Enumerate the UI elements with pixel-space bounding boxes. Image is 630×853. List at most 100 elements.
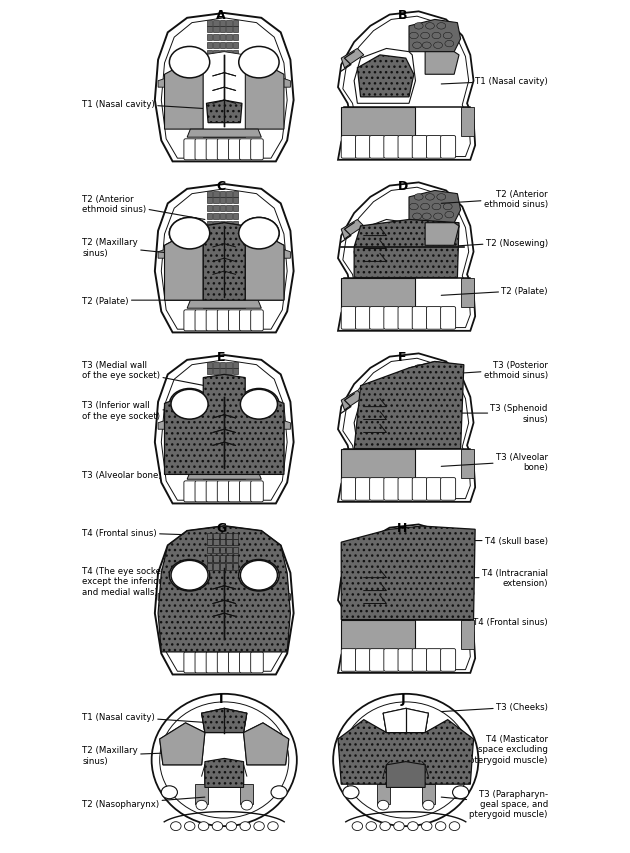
Polygon shape bbox=[354, 391, 415, 446]
FancyBboxPatch shape bbox=[232, 533, 238, 539]
FancyBboxPatch shape bbox=[232, 533, 238, 539]
Ellipse shape bbox=[433, 385, 442, 391]
Ellipse shape bbox=[410, 546, 418, 552]
FancyBboxPatch shape bbox=[226, 564, 232, 570]
FancyBboxPatch shape bbox=[206, 481, 219, 502]
Text: T2 (Anterior
ethmoid sinus): T2 (Anterior ethmoid sinus) bbox=[441, 189, 547, 209]
FancyBboxPatch shape bbox=[217, 140, 230, 160]
Polygon shape bbox=[202, 709, 247, 733]
Polygon shape bbox=[409, 20, 461, 53]
Polygon shape bbox=[425, 223, 459, 246]
FancyBboxPatch shape bbox=[232, 564, 238, 570]
Polygon shape bbox=[341, 620, 415, 649]
FancyBboxPatch shape bbox=[384, 136, 399, 159]
Text: T2 (Anterior
ethmoid sinus): T2 (Anterior ethmoid sinus) bbox=[83, 194, 205, 220]
Ellipse shape bbox=[226, 821, 237, 831]
FancyBboxPatch shape bbox=[370, 478, 385, 501]
FancyBboxPatch shape bbox=[214, 214, 219, 220]
FancyBboxPatch shape bbox=[232, 20, 238, 26]
FancyBboxPatch shape bbox=[207, 198, 212, 204]
FancyBboxPatch shape bbox=[232, 198, 238, 204]
FancyBboxPatch shape bbox=[207, 533, 212, 539]
Polygon shape bbox=[383, 709, 428, 733]
Polygon shape bbox=[425, 723, 471, 765]
FancyBboxPatch shape bbox=[206, 653, 219, 673]
Polygon shape bbox=[205, 762, 244, 787]
FancyBboxPatch shape bbox=[220, 20, 225, 26]
FancyBboxPatch shape bbox=[207, 393, 212, 399]
FancyBboxPatch shape bbox=[384, 649, 399, 671]
FancyBboxPatch shape bbox=[207, 35, 212, 41]
FancyBboxPatch shape bbox=[220, 533, 225, 539]
Ellipse shape bbox=[152, 694, 297, 827]
FancyBboxPatch shape bbox=[232, 214, 238, 220]
FancyBboxPatch shape bbox=[184, 481, 197, 502]
Polygon shape bbox=[187, 301, 261, 309]
FancyBboxPatch shape bbox=[214, 548, 219, 554]
Text: T1 (Nasal cavity): T1 (Nasal cavity) bbox=[441, 77, 547, 86]
FancyBboxPatch shape bbox=[341, 478, 356, 501]
FancyBboxPatch shape bbox=[427, 307, 442, 330]
Polygon shape bbox=[276, 247, 290, 259]
FancyBboxPatch shape bbox=[220, 540, 225, 546]
FancyBboxPatch shape bbox=[355, 478, 370, 501]
FancyBboxPatch shape bbox=[220, 222, 225, 229]
FancyBboxPatch shape bbox=[214, 556, 219, 562]
Text: T4 (skull base): T4 (skull base) bbox=[441, 537, 547, 545]
Ellipse shape bbox=[437, 365, 445, 372]
Polygon shape bbox=[161, 189, 287, 330]
Polygon shape bbox=[383, 709, 428, 733]
FancyBboxPatch shape bbox=[214, 368, 219, 375]
Polygon shape bbox=[164, 404, 203, 472]
Ellipse shape bbox=[408, 821, 418, 831]
Polygon shape bbox=[276, 77, 290, 88]
FancyBboxPatch shape bbox=[214, 556, 219, 562]
Ellipse shape bbox=[241, 560, 277, 590]
Polygon shape bbox=[245, 575, 284, 642]
Ellipse shape bbox=[196, 800, 207, 810]
FancyBboxPatch shape bbox=[207, 27, 212, 33]
Polygon shape bbox=[203, 301, 245, 309]
FancyBboxPatch shape bbox=[232, 564, 238, 570]
Polygon shape bbox=[354, 220, 459, 278]
FancyBboxPatch shape bbox=[214, 206, 219, 212]
Polygon shape bbox=[276, 589, 290, 601]
Polygon shape bbox=[155, 185, 294, 333]
FancyBboxPatch shape bbox=[207, 564, 212, 570]
Ellipse shape bbox=[380, 821, 391, 831]
Polygon shape bbox=[187, 472, 261, 479]
Text: A: A bbox=[216, 9, 226, 22]
Polygon shape bbox=[203, 223, 245, 301]
FancyBboxPatch shape bbox=[239, 481, 252, 502]
FancyBboxPatch shape bbox=[232, 540, 238, 546]
FancyBboxPatch shape bbox=[226, 564, 232, 570]
FancyBboxPatch shape bbox=[214, 564, 219, 570]
FancyBboxPatch shape bbox=[220, 27, 225, 33]
FancyBboxPatch shape bbox=[229, 653, 241, 673]
Polygon shape bbox=[187, 130, 261, 138]
Text: T3 (Parapharyn-
geal space, and
pterygoid muscle): T3 (Parapharyn- geal space, and pterygoi… bbox=[441, 789, 547, 819]
FancyBboxPatch shape bbox=[226, 363, 232, 368]
FancyBboxPatch shape bbox=[370, 307, 385, 330]
Ellipse shape bbox=[421, 33, 430, 40]
FancyBboxPatch shape bbox=[214, 540, 219, 546]
FancyBboxPatch shape bbox=[220, 363, 225, 368]
Ellipse shape bbox=[432, 33, 441, 40]
FancyBboxPatch shape bbox=[440, 136, 455, 159]
Polygon shape bbox=[409, 533, 461, 565]
FancyBboxPatch shape bbox=[232, 363, 238, 368]
Text: F: F bbox=[398, 351, 407, 363]
FancyBboxPatch shape bbox=[226, 198, 232, 204]
FancyBboxPatch shape bbox=[412, 649, 427, 671]
Ellipse shape bbox=[413, 214, 421, 220]
FancyBboxPatch shape bbox=[214, 20, 219, 26]
FancyBboxPatch shape bbox=[220, 385, 225, 391]
FancyBboxPatch shape bbox=[195, 310, 208, 332]
FancyBboxPatch shape bbox=[226, 35, 232, 41]
FancyBboxPatch shape bbox=[232, 206, 238, 212]
Ellipse shape bbox=[444, 375, 452, 381]
Text: D: D bbox=[398, 180, 408, 193]
Ellipse shape bbox=[425, 536, 435, 543]
FancyBboxPatch shape bbox=[220, 533, 225, 539]
FancyBboxPatch shape bbox=[207, 368, 212, 375]
